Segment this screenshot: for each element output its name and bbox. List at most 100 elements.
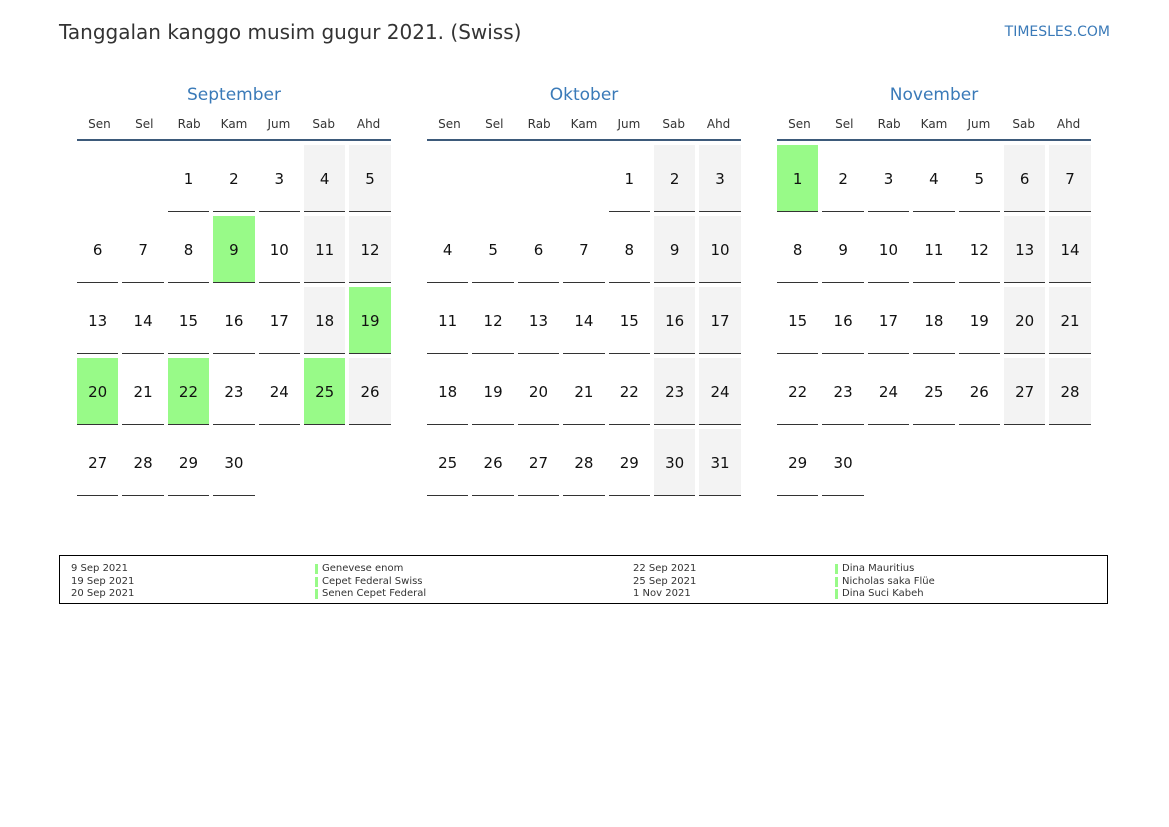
day-cell: 28 (563, 429, 605, 496)
day-cell: 27 (517, 429, 560, 496)
day-cell: 7 (563, 216, 605, 283)
day-cell: 29 (167, 429, 210, 496)
day-cell: 19 (472, 358, 514, 425)
day-grid: 1 2 3 4 5 6 7 8 9 10 11 12 13 14 15 16 17 18 19 20 21 22 23 24 2… (777, 145, 1091, 496)
weekday-label: Sab (662, 117, 686, 131)
day-cell: 6 (1003, 145, 1046, 212)
legend-date: 20 Sep 2021 (71, 588, 135, 600)
day-cell: 24 (699, 358, 741, 425)
day-cell: 18 (303, 287, 346, 354)
day-cell: 21 (563, 358, 605, 425)
day-cell: 26 (472, 429, 514, 496)
day-cell: 28 (122, 429, 164, 496)
day-cell: 24 (867, 358, 910, 425)
day-cell: 12 (472, 287, 514, 354)
weekday-label: Rab (177, 117, 201, 131)
legend-date: 25 Sep 2021 (633, 575, 697, 587)
day-cell: 16 (822, 287, 864, 354)
day-cell: 23 (822, 358, 864, 425)
legend-holiday-name: Nicholas saka Flüe (835, 576, 935, 589)
weekday-label: Sen (88, 117, 111, 131)
month-september: September Sen Sel Rab Kam Jum Sab Ahd 1 2 3 4 5 6 7 8 9 1… (77, 84, 391, 496)
day-cell: 20 (517, 358, 560, 425)
legend-holiday-name: Senen Cepet Federal (315, 588, 426, 601)
day-cell: 13 (77, 287, 119, 354)
month-november: November Sen Sel Rab Kam Jum Sab Ahd 1 2 3 4 5 6 7 8 9 10… (777, 84, 1091, 496)
day-cell: 27 (77, 429, 119, 496)
day-cell: 12 (349, 216, 391, 283)
legend-dates-col-2: 22 Sep 2021 25 Sep 2021 1 Nov 2021 (633, 563, 696, 601)
weekday-label: Jum (617, 117, 641, 131)
holiday-legend: 9 Sep 2021 19 Sep 2021 20 Sep 2021 Geneves… (59, 555, 1108, 604)
day-cell: 14 (563, 287, 605, 354)
day-cell: 12 (958, 216, 1000, 283)
day-grid: 1 2 3 4 5 6 7 8 9 10 11 12 13 14 15 16 17 18 19 20 21 22 23 24 2… (77, 145, 391, 496)
day-cell: 25 (303, 358, 346, 425)
day-cell: 17 (258, 287, 300, 354)
day-cell: 13 (517, 287, 560, 354)
day-cell: 26 (349, 358, 391, 425)
day-cell: 31 (699, 429, 741, 496)
page-title: Tanggalan kanggo musim gugur 2021. (Swis… (59, 20, 522, 44)
weekday-label: Kam (570, 117, 598, 131)
day-cell: 15 (167, 287, 210, 354)
day-cell: 14 (1049, 216, 1091, 283)
day-cell: 4 (427, 216, 469, 283)
brand-link[interactable]: TIMESLES.COM (1004, 24, 1110, 40)
day-cell: 20 (1003, 287, 1046, 354)
weekday-label: Sel (135, 117, 154, 131)
day-cell: 30 (822, 429, 864, 496)
day-cell: 20 (77, 358, 119, 425)
weekday-header: Sen Sel Rab Kam Jum Sab Ahd (77, 117, 391, 141)
weekday-label: Jum (267, 117, 291, 131)
weekday-label: Rab (527, 117, 551, 131)
day-cell: 18 (427, 358, 469, 425)
day-cell: 25 (913, 358, 955, 425)
weekday-label: Ahd (1056, 117, 1081, 131)
weekday-label: Sab (312, 117, 336, 131)
month-name: November (889, 85, 979, 105)
empty-cell (77, 145, 118, 212)
weekday-label: Ahd (706, 117, 731, 131)
day-cell: 9 (653, 216, 696, 283)
day-cell: 17 (699, 287, 741, 354)
day-cell: 16 (653, 287, 696, 354)
day-grid: 1 2 3 4 5 6 7 8 9 10 11 12 13 14 15 16 17 18 19 20 21 22 23 24 2… (427, 145, 741, 496)
day-cell: 19 (958, 287, 1000, 354)
day-cell: 9 (213, 216, 255, 283)
weekday-label: Sab (1012, 117, 1036, 131)
day-cell: 6 (77, 216, 119, 283)
day-cell: 4 (303, 145, 346, 212)
day-cell: 23 (213, 358, 255, 425)
legend-holiday-name: Cepet Federal Swiss (315, 576, 426, 589)
month-name: Oktober (549, 85, 619, 105)
legend-date: 19 Sep 2021 (71, 575, 135, 587)
empty-cell (563, 145, 604, 212)
day-cell: 13 (1003, 216, 1046, 283)
empty-cell (518, 145, 559, 212)
day-cell: 11 (303, 216, 346, 283)
day-cell: 1 (777, 145, 819, 212)
day-cell: 3 (699, 145, 741, 212)
day-cell: 2 (653, 145, 696, 212)
day-cell: 25 (427, 429, 469, 496)
day-cell: 2 (213, 145, 255, 212)
day-cell: 22 (608, 358, 650, 425)
legend-holiday-name: Genevese enom (315, 563, 426, 576)
day-cell: 19 (349, 287, 391, 354)
weekday-label: Sen (438, 117, 461, 131)
day-cell: 29 (777, 429, 819, 496)
day-cell: 1 (608, 145, 650, 212)
day-cell: 22 (167, 358, 210, 425)
day-cell: 5 (958, 145, 1000, 212)
day-cell: 1 (167, 145, 210, 212)
day-cell: 23 (653, 358, 696, 425)
weekday-label: Kam (220, 117, 248, 131)
day-cell: 4 (913, 145, 955, 212)
legend-names-col-2: Dina Mauritius Nicholas saka Flüe Dina Suc… (835, 563, 935, 601)
day-cell: 22 (777, 358, 819, 425)
legend-date: 22 Sep 2021 (633, 563, 697, 574)
day-cell: 14 (122, 287, 164, 354)
day-cell: 15 (777, 287, 819, 354)
day-cell: 21 (1049, 287, 1091, 354)
